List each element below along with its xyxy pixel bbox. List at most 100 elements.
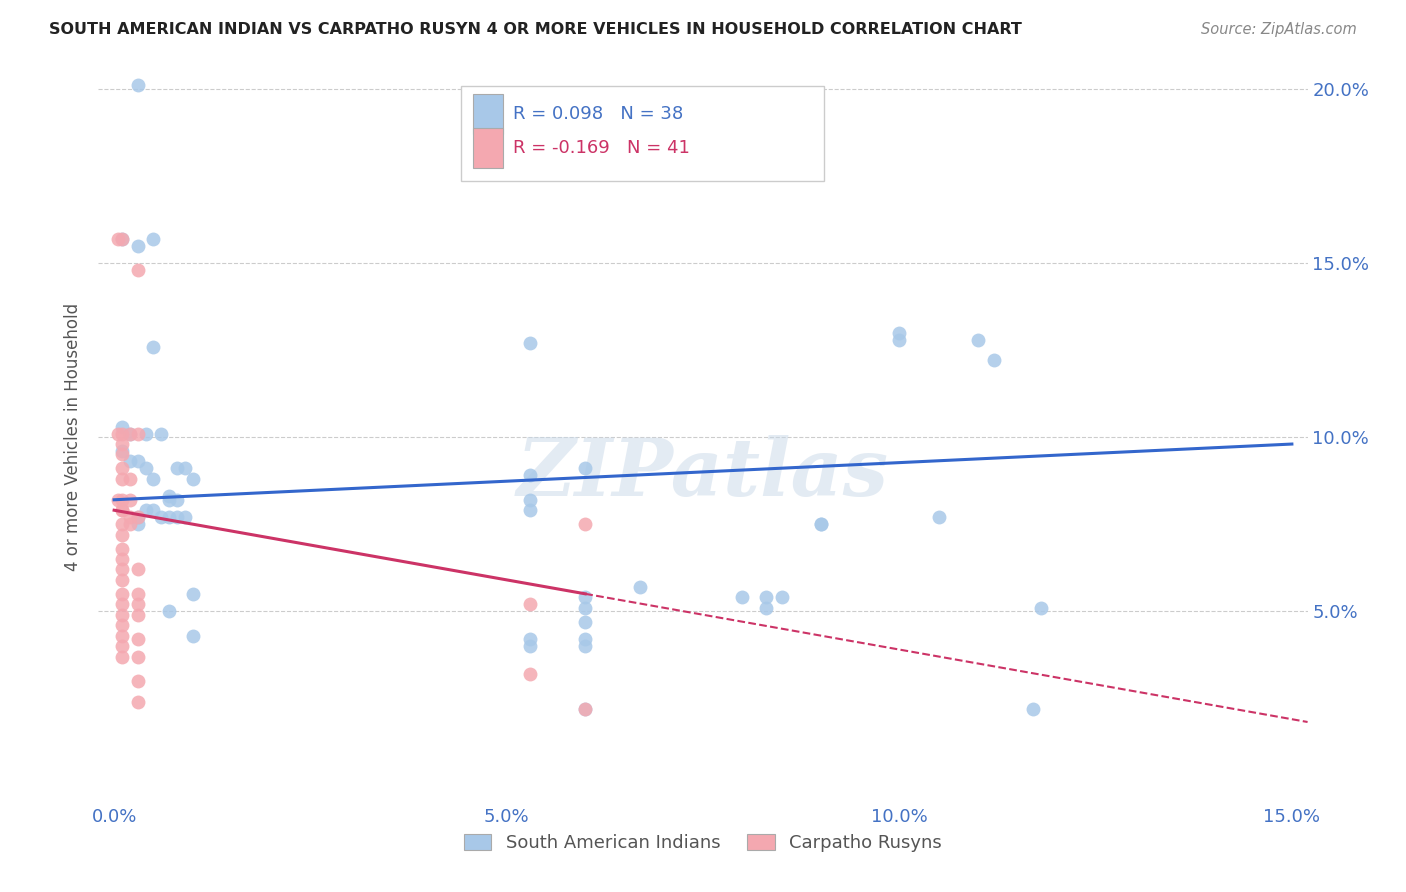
Point <box>118 492 141 507</box>
Point <box>150 426 173 441</box>
Point <box>181 629 204 643</box>
Point <box>889 326 911 340</box>
Point <box>755 600 778 615</box>
Point <box>574 517 596 532</box>
Point <box>118 517 141 532</box>
Point <box>519 632 541 646</box>
Point <box>111 527 134 541</box>
Point <box>574 591 596 605</box>
Legend: South American Indians, Carpatho Rusyns: South American Indians, Carpatho Rusyns <box>464 834 942 852</box>
Point <box>107 231 129 245</box>
Point <box>574 702 596 716</box>
Point <box>519 336 541 351</box>
Point <box>810 517 832 532</box>
Point <box>135 461 157 475</box>
Point <box>127 587 149 601</box>
Point <box>157 489 180 503</box>
Point <box>111 552 134 566</box>
Point <box>118 426 141 441</box>
Point <box>127 426 149 441</box>
Point <box>181 472 204 486</box>
Point <box>157 492 180 507</box>
Point <box>111 629 134 643</box>
Point <box>127 454 149 468</box>
Point <box>111 573 134 587</box>
Point <box>127 695 149 709</box>
Point <box>127 263 149 277</box>
Text: R = 0.098   N = 38: R = 0.098 N = 38 <box>513 104 683 123</box>
Text: ZIPatlas: ZIPatlas <box>517 435 889 512</box>
Point <box>111 639 134 653</box>
Point <box>166 492 188 507</box>
Point <box>111 562 134 576</box>
Point <box>142 339 165 353</box>
Point <box>135 426 157 441</box>
Point <box>574 600 596 615</box>
Point <box>111 461 134 475</box>
Point <box>111 492 134 507</box>
Point <box>519 468 541 483</box>
Point <box>166 510 188 524</box>
Point <box>111 231 134 245</box>
Point <box>966 333 988 347</box>
Point <box>107 492 129 507</box>
Point <box>127 673 149 688</box>
Text: SOUTH AMERICAN INDIAN VS CARPATHO RUSYN 4 OR MORE VEHICLES IN HOUSEHOLD CORRELAT: SOUTH AMERICAN INDIAN VS CARPATHO RUSYN … <box>49 22 1022 37</box>
Point <box>127 597 149 611</box>
Point <box>928 510 950 524</box>
Point <box>118 454 141 468</box>
Point <box>1022 702 1045 716</box>
Point <box>127 632 149 646</box>
Point <box>574 702 596 716</box>
Point <box>142 472 165 486</box>
Point <box>519 492 541 507</box>
Point <box>519 597 541 611</box>
Point <box>111 472 134 486</box>
Point <box>111 649 134 664</box>
Point <box>111 444 134 458</box>
Point <box>173 461 195 475</box>
Y-axis label: 4 or more Vehicles in Household: 4 or more Vehicles in Household <box>65 303 83 571</box>
FancyBboxPatch shape <box>461 86 824 181</box>
Point <box>810 517 832 532</box>
Point <box>127 517 149 532</box>
Point <box>127 78 149 93</box>
Point <box>142 503 165 517</box>
Point <box>111 541 134 556</box>
Point <box>628 580 651 594</box>
Point <box>127 607 149 622</box>
Point <box>111 503 134 517</box>
Point <box>111 448 134 462</box>
Point <box>111 618 134 632</box>
Point <box>111 517 134 532</box>
Point <box>127 649 149 664</box>
Point <box>181 587 204 601</box>
Bar <box>474 128 503 169</box>
Point <box>107 426 129 441</box>
Point <box>157 510 180 524</box>
Point <box>983 353 1005 368</box>
Point <box>157 604 180 618</box>
Point <box>574 632 596 646</box>
Point <box>731 591 754 605</box>
Point <box>889 333 911 347</box>
Point <box>127 562 149 576</box>
Point <box>135 503 157 517</box>
Text: R = -0.169   N = 41: R = -0.169 N = 41 <box>513 139 690 157</box>
Point <box>519 667 541 681</box>
Point <box>755 591 778 605</box>
Point <box>127 510 149 524</box>
Point <box>142 231 165 245</box>
Point <box>118 472 141 486</box>
Point <box>574 461 596 475</box>
Point <box>111 597 134 611</box>
Point <box>127 510 149 524</box>
Point <box>519 639 541 653</box>
Point <box>111 503 134 517</box>
Point <box>111 437 134 451</box>
Point <box>111 607 134 622</box>
Text: Source: ZipAtlas.com: Source: ZipAtlas.com <box>1201 22 1357 37</box>
Point <box>127 238 149 252</box>
Point <box>111 587 134 601</box>
Point <box>519 503 541 517</box>
